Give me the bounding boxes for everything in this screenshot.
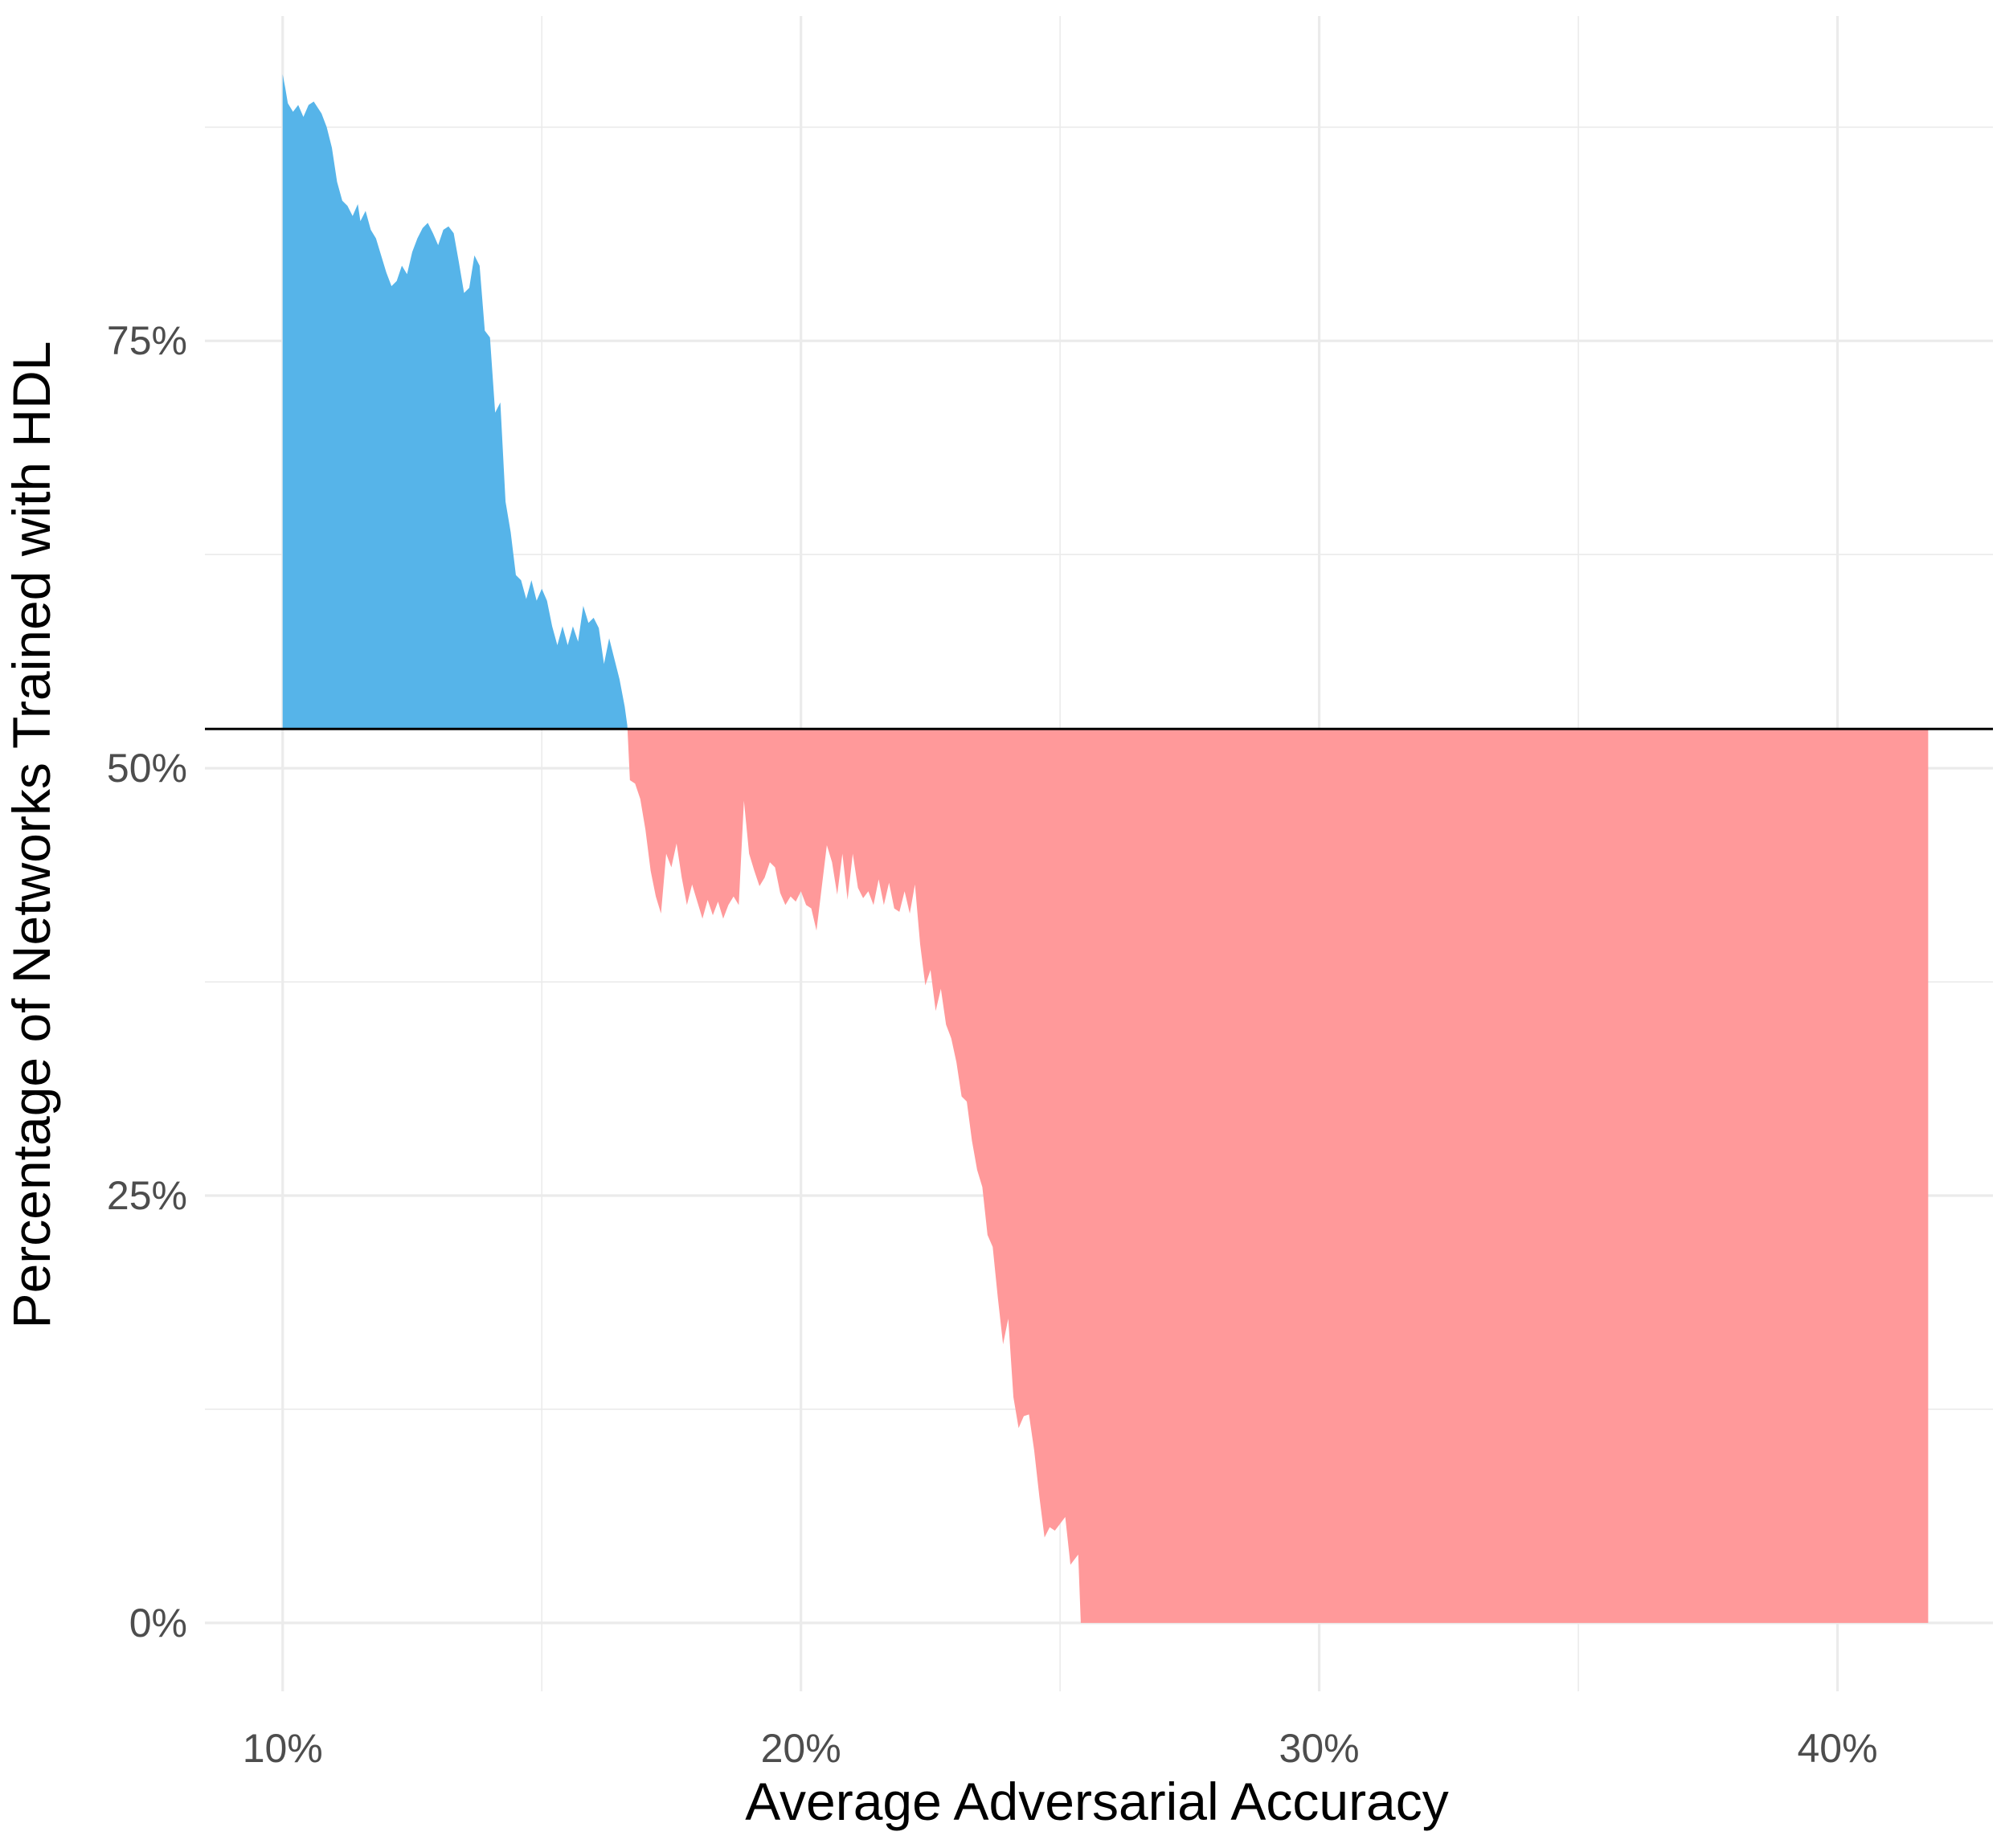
y-tick-label: 25% [107,1173,187,1218]
x-tick-label: 10% [243,1726,323,1771]
y-tick-label: 50% [107,746,187,791]
x-tick-label: 40% [1797,1726,1877,1771]
x-tick-label: 30% [1279,1726,1360,1771]
area-below-reference [282,729,1929,1623]
tick-labels: 10% 20% 30% 40% 0% 25% 50% 75% [107,318,1878,1771]
x-tick-label: 20% [761,1726,841,1771]
y-tick-label: 0% [129,1601,187,1646]
y-axis-title: Percentage of Networks Trained with HDL [2,341,61,1329]
area-series [282,74,1929,1623]
area-above-reference [282,74,628,730]
y-tick-label: 75% [107,318,187,363]
x-axis-title: Average Adversarial Accuracy [745,1772,1449,1831]
